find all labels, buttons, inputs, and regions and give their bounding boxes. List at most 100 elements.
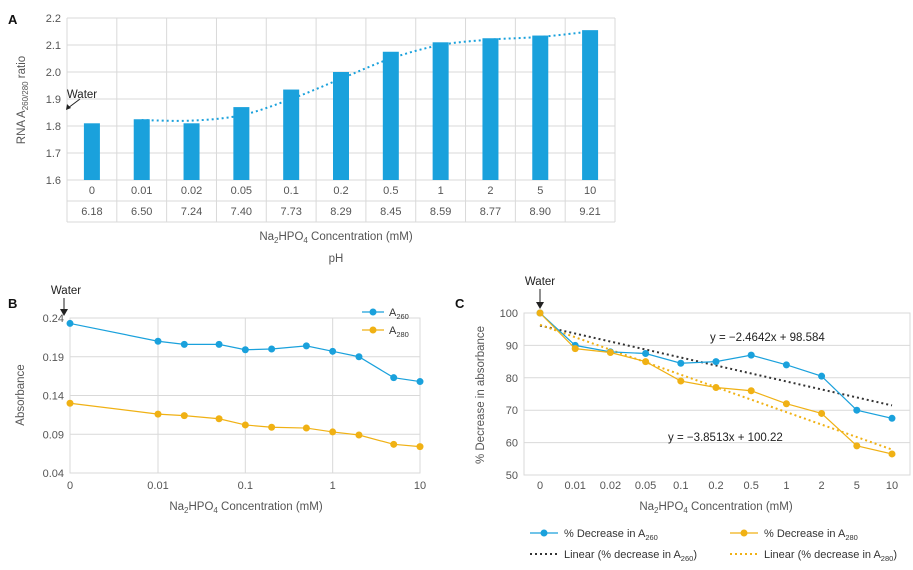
panel-c-point-1 (606, 349, 614, 357)
panel-b-y-tick: 0.09 (43, 429, 64, 441)
panel-b-legend: A260 A280 (362, 307, 409, 339)
panel-a-ph-value: 8.45 (380, 206, 401, 218)
panel-b-point-A260 (390, 374, 398, 382)
panel-b-x-tick: 0.1 (238, 480, 253, 492)
panel-b-point-A280 (355, 431, 363, 439)
panel-a-water-arrowhead (66, 104, 71, 110)
panel-c-legend: % Decrease in A260 % Decrease in A280 Li… (530, 528, 897, 563)
panel-a-x-tick: 10 (584, 185, 596, 197)
panel-a-ph-value: 6.18 (81, 206, 102, 218)
panel-b-point-A260 (180, 340, 188, 348)
panel-a-ph-value: 9.21 (579, 206, 600, 218)
panel-a-y-tick: 2.0 (46, 67, 61, 79)
panel-b-water-arrowhead (60, 309, 68, 316)
panel-b-point-A260 (268, 345, 276, 353)
panel-c-point-1 (782, 400, 790, 408)
legend-c-linear-a260-label: Linear (% decrease in A260) (564, 549, 697, 563)
panel-a-ph-value: 8.77 (480, 206, 501, 218)
panel-a-bar (532, 35, 549, 180)
panel-b-point-A280 (66, 399, 74, 407)
panel-c-x-tick: 0 (537, 480, 543, 492)
panel-a-bar (283, 89, 300, 180)
panel-c-point-1 (818, 409, 826, 417)
panel-a-x-tick: 0.1 (284, 185, 299, 197)
legend-a260-label: A260 (389, 307, 409, 321)
panel-a-x-tick: 0.01 (131, 185, 152, 197)
panel-a-bar (382, 51, 399, 180)
panel-c-y-tick: 70 (506, 405, 518, 417)
panel-a-y-tick: 1.9 (46, 94, 61, 106)
panel-b-point-A260 (355, 353, 363, 361)
panel-b-point-A260 (416, 378, 424, 386)
legend-a280-marker (369, 326, 377, 334)
panel-c-point-1 (571, 345, 579, 353)
panel-a-x-tick: 5 (537, 185, 543, 197)
panel-a-y-tick: 1.8 (46, 121, 61, 133)
panel-b-x-axis-title: Na2HPO4 Concentration (mM) (169, 501, 323, 515)
panel-a-x-tick: 2 (487, 185, 493, 197)
panel-c-y-tick: 80 (506, 373, 518, 385)
panel-c-y-tick: 50 (506, 470, 518, 482)
panel-a-x-tick: 1 (438, 185, 444, 197)
panel-c-x-tick: 2 (819, 480, 825, 492)
panel-a-y-tick: 2.1 (46, 40, 61, 52)
panel-c-point-1 (712, 384, 720, 392)
panel-b-point-A280 (302, 424, 310, 432)
panel-c-point-1 (853, 442, 861, 450)
panel-c-x-axis-title: Na2HPO4 Concentration (mM) (639, 501, 793, 515)
panel-a-bar (133, 119, 150, 180)
panel-c-point-0 (712, 358, 720, 366)
panel-a-ph-value: 7.40 (231, 206, 252, 218)
panel-b-label: B (8, 296, 17, 311)
panel-b-point-A260 (215, 340, 223, 348)
panel-b-x-tick: 10 (414, 480, 426, 492)
panel-b-water-annotation: Water (51, 285, 81, 297)
panel-c-x-tick: 10 (886, 480, 898, 492)
panel-a-x-tick: 0.2 (333, 185, 348, 197)
panel-a-ph-title: pH (329, 253, 344, 265)
panel-b-point-A280 (329, 428, 337, 436)
panel-a-y-axis-title: RNA A260/280 ratio (16, 56, 30, 144)
panel-c-equation-a280: y = −3.8513x + 100.22 (668, 432, 783, 444)
panel-a-water-annotation: Water (67, 89, 97, 101)
legend-a280-label: A280 (389, 325, 409, 339)
panel-c-point-0 (853, 406, 861, 414)
panel-a: A 1.6 1.7 1.8 1.9 2.0 2.1 2.2 0 0.01 0.02 0.05 0.1… (8, 12, 616, 265)
panel-c-water-annotation: Water (525, 276, 555, 288)
panel-a-water-arrow (67, 98, 81, 109)
panel-b-point-A260 (329, 347, 337, 355)
panel-c-water-arrowhead (536, 302, 544, 309)
panel-c-point-1 (747, 387, 755, 395)
panel-b-y-tick: 0.14 (43, 391, 64, 403)
panel-c-x-tick: 0.1 (673, 480, 688, 492)
panel-c-x-tick: 0.5 (744, 480, 759, 492)
panel-c-x-tick: 5 (854, 480, 860, 492)
panel-c-point-0 (677, 359, 685, 367)
panel-b-y-tick: 0.24 (43, 313, 64, 325)
legend-c-linear-a280-label: Linear (% decrease in A280) (764, 549, 897, 563)
panel-b-point-A280 (180, 412, 188, 420)
panel-b-point-A280 (154, 410, 162, 418)
panel-c-x-tick: 0.01 (564, 480, 585, 492)
panel-b-y-tick: 0.19 (43, 352, 64, 364)
panel-a-bar (582, 30, 599, 181)
panel-b-point-A260 (241, 346, 249, 354)
panel-a-ph-value: 7.24 (181, 206, 202, 218)
panel-b-point-A280 (416, 443, 424, 451)
panel-c-y-tick: 60 (506, 438, 518, 450)
panel-a-bar (482, 38, 499, 180)
panel-c-point-1 (642, 358, 650, 366)
panel-a-ph-value: 7.73 (280, 206, 301, 218)
panel-a-bar (183, 123, 200, 180)
panel-a-y-tick: 1.7 (46, 148, 61, 160)
panel-c-point-0 (782, 361, 790, 369)
panel-a-ph-value: 8.90 (530, 206, 551, 218)
panel-b-point-A280 (390, 440, 398, 448)
panel-c-point-1 (888, 450, 896, 458)
panel-b-point-A260 (154, 337, 162, 345)
panel-b-point-A260 (66, 319, 74, 327)
panel-b-y-tick: 0.04 (43, 468, 64, 480)
panel-b-point-A280 (241, 421, 249, 429)
panel-a-bar (432, 42, 449, 180)
panel-c-equation-a260: y = −2.4642x + 98.584 (710, 332, 825, 344)
